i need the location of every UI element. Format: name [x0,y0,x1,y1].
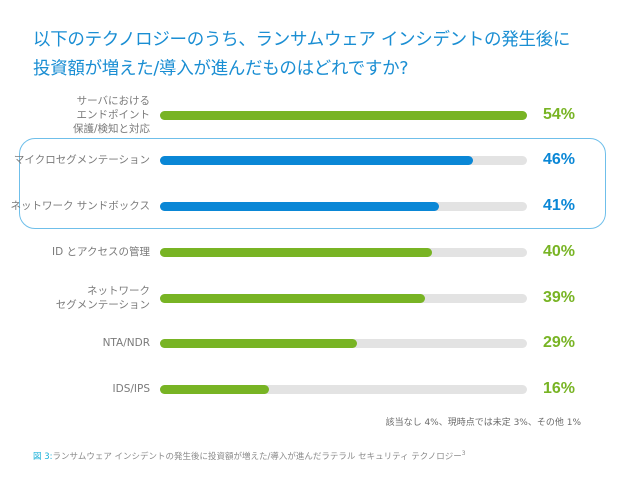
caption-superscript: 3 [461,450,466,458]
highlight-box [19,138,606,229]
bar [160,201,439,211]
figure-label: 図 3: [33,452,53,462]
footnote: 該当なし 4%、現時点では未定 3%、その他 1% [385,418,581,428]
caption-text: ランサムウェア インシデントの発生後に投資額が増えた/導入が進んだラテラル セキ… [52,452,462,462]
value-label: 46% [543,151,576,168]
bar [160,293,426,303]
category-label: ネットワーク サンドボックス [10,200,150,212]
bar-track [160,110,527,120]
value-label: 41% [543,197,576,214]
value-label: 29% [543,334,576,351]
value-label: 39% [543,289,576,306]
bar [160,155,473,165]
bar [160,110,527,120]
bar-track [160,338,527,348]
bar [160,384,269,394]
figure-caption: 図 3:ランサムウェア インシデントの発生後に投資額が増えた/導入が進んだラテラ… [33,450,466,462]
chart-title-line-2: 投資額が増えた/導入が進んだものはどれですか? [33,59,409,79]
category-label: ネットワーク セグメンテーション [55,285,150,311]
bar-track [160,201,527,211]
chart-title-line-1: 以下のテクノロジーのうち、ランサムウェア インシデントの発生後に [33,30,571,50]
category-label: マイクロセグメンテーション [13,154,150,166]
category-label: IDS/IPS [112,383,150,395]
category-label: NTA/NDR [102,337,150,349]
bar [160,247,432,257]
category-label: ID とアクセスの管理 [52,246,150,258]
bar [160,338,358,348]
value-label: 16% [543,380,576,397]
bar-track [160,293,527,303]
bar-track [160,155,527,165]
value-label: 40% [543,243,576,260]
chart-title: 以下のテクノロジーのうち、ランサムウェア インシデントの発生後に 投資額が増えた… [33,26,613,84]
category-label: サーバにおける エンドポイント 保護/検知と対応 [72,95,150,135]
value-label: 54% [543,106,576,123]
bar-track [160,384,527,394]
bar-track [160,247,527,257]
